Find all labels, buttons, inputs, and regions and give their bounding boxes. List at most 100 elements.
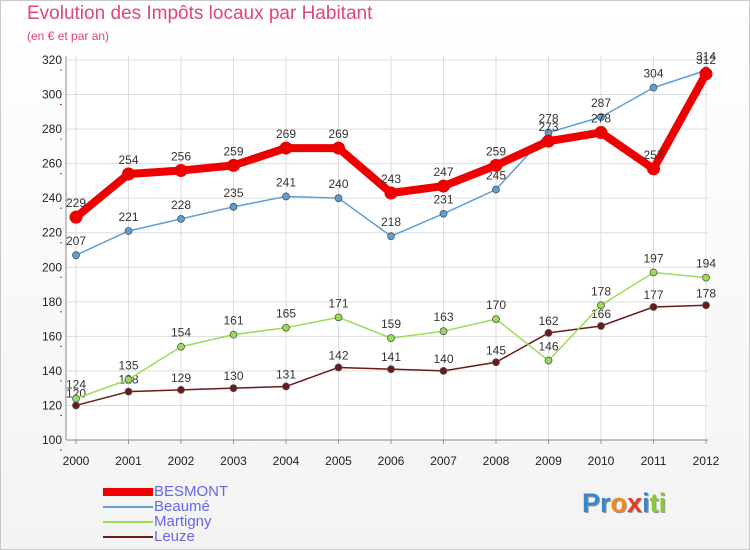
data-point — [124, 387, 133, 396]
x-tick-label: 2006 — [378, 454, 405, 468]
data-point — [384, 186, 398, 200]
logo-letter: t — [649, 488, 659, 518]
y-tick-label: 220 — [42, 226, 62, 240]
data-label: 130 — [223, 369, 243, 383]
data-point — [72, 401, 80, 410]
x-tick-label: 2004 — [273, 454, 300, 468]
legend-swatch — [103, 488, 153, 496]
y-tick-label: 300 — [42, 88, 62, 102]
data-point — [492, 358, 500, 367]
data-point — [439, 327, 448, 336]
data-point — [334, 194, 343, 203]
logo-letter: x — [627, 488, 643, 518]
data-label: 243 — [381, 172, 401, 186]
data-label: 278 — [538, 112, 558, 126]
data-label: 259 — [486, 144, 506, 158]
x-tick-label: 2011 — [641, 454, 667, 468]
y-tick-label: 200 — [42, 260, 62, 274]
data-point — [229, 384, 238, 393]
data-point — [72, 251, 80, 260]
logo-letter: o — [610, 488, 628, 518]
data-label: 218 — [381, 215, 401, 229]
data-label: 159 — [381, 317, 401, 331]
y-tick-label: 160 — [42, 329, 62, 343]
data-point — [387, 365, 395, 374]
data-label: 240 — [328, 177, 348, 191]
x-tick-label: 2009 — [535, 454, 562, 468]
data-label: 145 — [486, 343, 506, 357]
data-point — [702, 273, 710, 282]
data-label: 129 — [171, 371, 191, 385]
data-label: 273 — [538, 120, 558, 134]
data-label: 228 — [171, 198, 191, 212]
y-tick-label: 100 — [42, 433, 62, 447]
data-point — [282, 323, 290, 332]
legend-swatch — [103, 506, 153, 508]
data-label: 245 — [486, 169, 506, 183]
data-point — [387, 334, 395, 342]
data-point — [439, 367, 448, 375]
data-label: 142 — [328, 348, 348, 362]
data-point — [334, 313, 343, 322]
data-point — [282, 382, 290, 391]
data-label: 314 — [696, 49, 716, 63]
y-tick-label: 320 — [42, 53, 62, 67]
data-point — [544, 356, 553, 365]
data-label: 162 — [538, 314, 558, 328]
x-tick-label: 2005 — [325, 454, 352, 468]
x-tick-label: 2008 — [483, 454, 510, 468]
legend-label: Martigny — [154, 513, 212, 530]
logo-letter: P — [582, 488, 601, 518]
data-label: 135 — [118, 359, 138, 373]
data-label: 287 — [591, 96, 611, 110]
y-tick-label: 240 — [42, 191, 62, 205]
data-point — [177, 342, 185, 351]
x-tick-label: 2003 — [220, 454, 247, 468]
data-point — [334, 363, 343, 372]
data-label: 161 — [223, 314, 243, 328]
data-point — [124, 227, 133, 235]
y-tick-label: 120 — [42, 398, 62, 412]
data-point — [597, 301, 605, 310]
y-tick-label: 280 — [42, 122, 62, 136]
data-label: 146 — [538, 340, 558, 354]
data-label: 256 — [171, 150, 191, 164]
data-point — [649, 303, 658, 311]
data-point — [227, 158, 240, 172]
data-point — [122, 167, 135, 181]
data-label: 247 — [433, 165, 453, 179]
legend-swatch — [103, 536, 153, 538]
data-label: 312 — [696, 53, 716, 67]
data-point — [279, 141, 293, 155]
data-point — [594, 126, 608, 140]
x-tick-label: 2002 — [168, 454, 195, 468]
logo-letter: i — [658, 488, 667, 518]
chart-subtitle: (en € et par an) — [27, 29, 110, 43]
data-label: 171 — [328, 296, 348, 310]
x-tick-label: 2012 — [693, 454, 720, 468]
data-label: 254 — [118, 153, 138, 167]
data-label: 259 — [223, 144, 243, 158]
y-tick-label: 140 — [42, 364, 62, 378]
data-label: 269 — [276, 127, 296, 141]
data-label: 207 — [66, 234, 86, 248]
data-label: 141 — [381, 350, 401, 364]
data-label: 231 — [433, 193, 453, 207]
data-label: 165 — [276, 307, 296, 321]
data-label: 178 — [696, 286, 716, 300]
data-label: 241 — [276, 175, 296, 189]
data-label: 131 — [276, 367, 296, 381]
data-point — [124, 375, 133, 384]
data-label: 194 — [696, 257, 716, 271]
proxiti-logo: Proxiti — [582, 488, 666, 519]
logo-letter: r — [600, 488, 611, 518]
data-label: 197 — [643, 251, 663, 265]
x-tick-label: 2000 — [63, 454, 90, 468]
y-tick-label: 180 — [42, 295, 62, 309]
data-point — [332, 141, 345, 155]
data-point — [699, 67, 713, 81]
data-point — [439, 209, 448, 218]
legend-label: BESMONT — [154, 483, 229, 500]
data-label: 170 — [486, 298, 506, 312]
data-label: 124 — [66, 378, 86, 392]
